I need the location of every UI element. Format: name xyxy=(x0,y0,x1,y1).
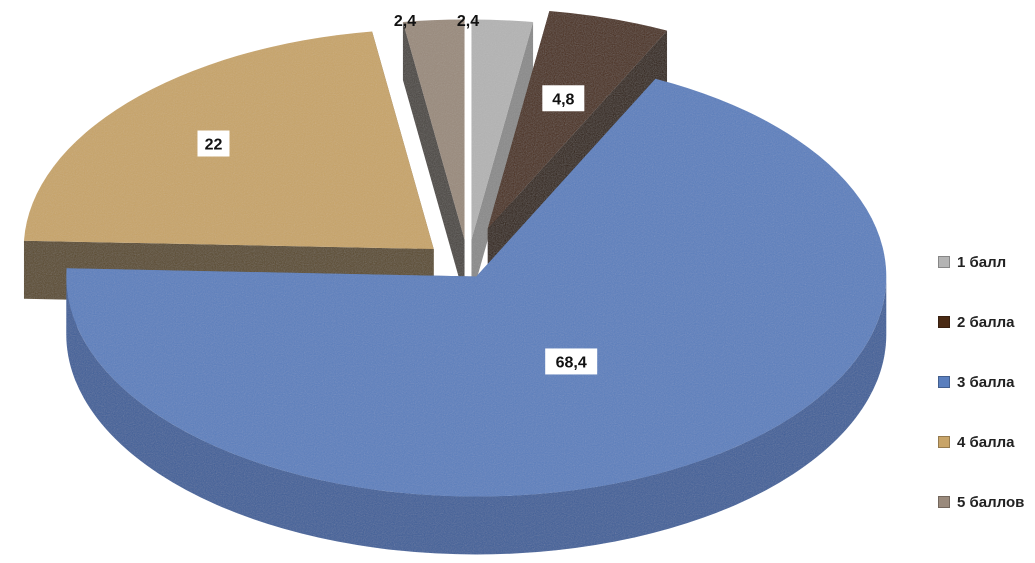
pie-slice-5 xyxy=(402,19,465,298)
chart-legend: 1 балл 2 балла 3 балла 4 балла 5 баллов xyxy=(938,252,1033,552)
legend-label: 5 баллов xyxy=(957,493,1025,511)
legend-swatch xyxy=(938,256,950,268)
legend-item-3: 3 балла xyxy=(938,372,1033,392)
data-label-box xyxy=(197,130,230,157)
legend-item-5: 5 баллов xyxy=(938,492,1033,512)
legend-swatch xyxy=(938,376,950,388)
data-label-1: 2,4 xyxy=(457,13,479,30)
pie-slice-4 xyxy=(23,31,434,308)
legend-label: 4 балла xyxy=(957,433,1015,451)
legend-item-1: 1 балл xyxy=(938,252,1033,272)
data-label-box xyxy=(542,85,585,112)
pie-slice-3 xyxy=(66,78,887,555)
legend-swatch xyxy=(938,496,950,508)
data-label-5: 2,4 xyxy=(394,13,416,30)
data-label-box xyxy=(545,348,598,375)
legend-swatch xyxy=(938,316,950,328)
data-label-4: 22 xyxy=(205,137,223,154)
legend-label: 1 балл xyxy=(957,253,1007,271)
legend-swatch xyxy=(938,436,950,448)
legend-item-4: 4 балла xyxy=(938,432,1033,452)
legend-label: 3 балла xyxy=(957,373,1015,391)
data-label-2: 4,8 xyxy=(552,91,574,108)
pie-slice-1 xyxy=(471,19,534,298)
legend-item-2: 2 балла xyxy=(938,312,1033,332)
data-label-3: 68,4 xyxy=(556,354,587,371)
legend-label: 2 балла xyxy=(957,313,1015,331)
